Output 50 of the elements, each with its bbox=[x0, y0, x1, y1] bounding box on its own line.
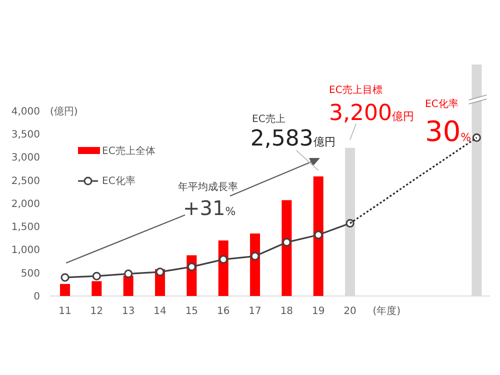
y-tick-label: 3,000 bbox=[11, 152, 40, 164]
x-tick-label: 11 bbox=[58, 306, 72, 317]
x-tick-label: 17 bbox=[248, 306, 262, 317]
bar bbox=[345, 148, 356, 296]
point bbox=[314, 230, 323, 240]
point bbox=[250, 252, 260, 260]
x-tick-label: 16 bbox=[216, 306, 230, 317]
annotation: EC売上目標 bbox=[329, 84, 382, 96]
point bbox=[472, 133, 481, 142]
point bbox=[124, 270, 133, 278]
x-tick-label: 13 bbox=[122, 306, 135, 317]
bar bbox=[92, 281, 102, 296]
annotation: EC化率 bbox=[425, 98, 458, 110]
bar bbox=[313, 176, 324, 296]
y-tick-label: 1,500 bbox=[11, 222, 40, 234]
y-tick-label: 1,000 bbox=[11, 245, 40, 256]
annotation: 年平均成長率 bbox=[178, 181, 238, 193]
legend-label: EC化率 bbox=[102, 175, 136, 187]
point bbox=[346, 219, 354, 228]
y-tick-label: 0 bbox=[34, 292, 40, 302]
annotation: 2,583億円 bbox=[250, 126, 336, 152]
point bbox=[282, 238, 291, 247]
bar bbox=[60, 284, 70, 296]
point bbox=[219, 255, 228, 264]
annotation: 30% bbox=[425, 115, 472, 148]
x-tick-label: 14 bbox=[154, 306, 166, 317]
bar bbox=[123, 276, 134, 296]
point bbox=[156, 268, 164, 276]
annotation: +31% bbox=[183, 196, 236, 220]
x-tick-label: 20 bbox=[344, 306, 356, 317]
x-tick-label: 19 bbox=[312, 306, 325, 317]
y-tick-label: 2,500 bbox=[11, 176, 40, 187]
point bbox=[60, 273, 70, 282]
bar bbox=[472, 64, 482, 296]
x-tick-label: 15 bbox=[185, 306, 198, 317]
bar bbox=[250, 233, 260, 296]
y-tick-label: 3,500 bbox=[11, 129, 40, 140]
y-axis-title: (億円) bbox=[50, 105, 78, 118]
point bbox=[92, 272, 101, 280]
x-tick-label: 12 bbox=[90, 306, 104, 317]
point bbox=[187, 262, 196, 272]
y-tick-label: 2,000 bbox=[11, 198, 40, 210]
annotation: EC売上 bbox=[252, 113, 286, 125]
legend-label: EC売上全体 bbox=[102, 145, 156, 157]
annotation: 3,200億円 bbox=[329, 100, 414, 126]
x-axis-title: (年度) bbox=[372, 305, 401, 317]
x-tick-label: 18 bbox=[280, 306, 294, 317]
y-tick-label: 4,000 bbox=[11, 106, 40, 118]
bar bbox=[282, 200, 292, 296]
y-tick-label: 500 bbox=[20, 268, 40, 280]
